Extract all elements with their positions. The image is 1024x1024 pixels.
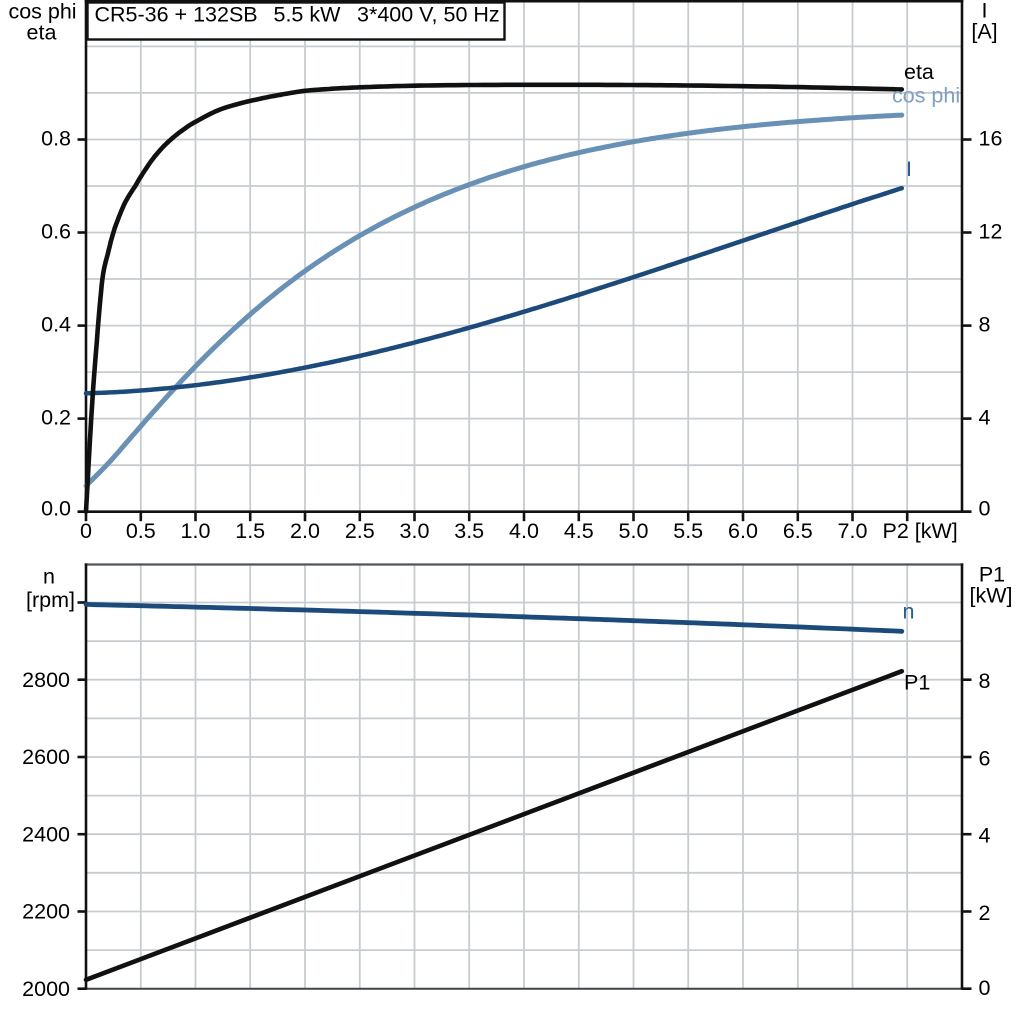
- svg-text:8: 8: [979, 313, 991, 337]
- svg-text:CR5-36 + 132SB: CR5-36 + 132SB: [95, 3, 258, 27]
- svg-text:0: 0: [979, 976, 991, 1000]
- svg-text:16: 16: [979, 127, 1003, 151]
- svg-text:4.5: 4.5: [564, 519, 594, 543]
- svg-text:0: 0: [979, 497, 991, 521]
- svg-text:P1: P1: [904, 671, 930, 695]
- svg-text:P2 [kW]: P2 [kW]: [883, 519, 958, 543]
- svg-text:[A]: [A]: [971, 20, 997, 44]
- svg-text:4: 4: [979, 824, 991, 848]
- svg-text:0.6: 0.6: [41, 220, 71, 244]
- svg-text:1.0: 1.0: [181, 519, 211, 543]
- svg-text:2.0: 2.0: [290, 519, 320, 543]
- svg-text:7.0: 7.0: [838, 519, 868, 543]
- svg-text:3*400 V, 50 Hz: 3*400 V, 50 Hz: [357, 3, 500, 27]
- svg-text:3.5: 3.5: [454, 519, 484, 543]
- svg-text:2800: 2800: [22, 668, 70, 692]
- svg-text:4: 4: [979, 406, 991, 430]
- svg-text:2.5: 2.5: [345, 519, 375, 543]
- svg-text:I: I: [906, 157, 912, 181]
- svg-text:5.0: 5.0: [619, 519, 649, 543]
- svg-text:eta: eta: [27, 21, 57, 45]
- svg-text:n: n: [903, 600, 915, 624]
- svg-text:cos phi: cos phi: [892, 84, 960, 108]
- svg-text:0.4: 0.4: [41, 313, 71, 337]
- svg-text:4.0: 4.0: [509, 519, 539, 543]
- svg-text:2600: 2600: [22, 745, 70, 769]
- svg-text:5.5 kW: 5.5 kW: [274, 3, 342, 27]
- svg-text:5.5: 5.5: [673, 519, 703, 543]
- svg-text:2000: 2000: [22, 977, 70, 1001]
- svg-text:cos phi: cos phi: [8, 0, 76, 24]
- svg-text:0.2: 0.2: [41, 406, 71, 430]
- svg-text:0.0: 0.0: [41, 497, 71, 521]
- svg-text:8: 8: [979, 669, 991, 693]
- svg-text:6.5: 6.5: [783, 519, 813, 543]
- svg-text:[rpm]: [rpm]: [26, 588, 75, 612]
- svg-text:3.0: 3.0: [400, 519, 430, 543]
- svg-text:1.5: 1.5: [235, 519, 265, 543]
- svg-text:I: I: [982, 0, 988, 23]
- svg-text:eta: eta: [904, 60, 934, 84]
- svg-text:n: n: [43, 565, 55, 589]
- svg-text:12: 12: [979, 220, 1003, 244]
- svg-text:0.8: 0.8: [41, 127, 71, 151]
- svg-text:2400: 2400: [22, 822, 70, 846]
- svg-text:0: 0: [80, 519, 92, 543]
- svg-text:0.5: 0.5: [126, 519, 156, 543]
- svg-text:6.0: 6.0: [728, 519, 758, 543]
- svg-text:6: 6: [979, 746, 991, 770]
- svg-text:P1: P1: [979, 563, 1005, 587]
- svg-text:2200: 2200: [22, 900, 70, 924]
- svg-text:2: 2: [979, 901, 991, 925]
- svg-text:[kW]: [kW]: [970, 584, 1013, 608]
